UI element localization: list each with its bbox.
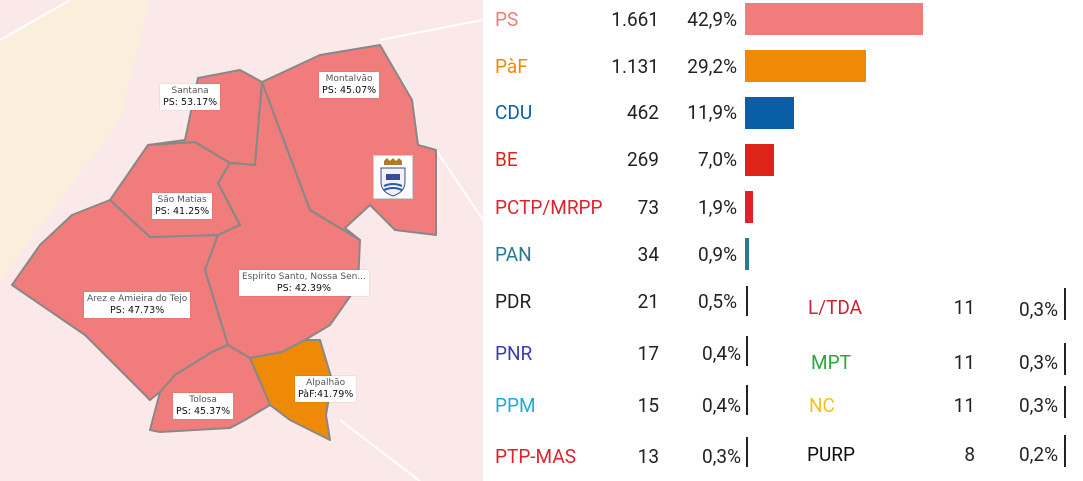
- parish-label-montalvao: Montalvão PS: 45.07%: [319, 72, 380, 98]
- party-pct-ltda: 0,3%: [1018, 298, 1058, 321]
- party-pct-ppm: 0,4%: [701, 394, 741, 417]
- party-pct-ps: 42,9%: [687, 8, 737, 31]
- party-votes-be: 269: [626, 148, 659, 171]
- result-tick-ppm: [746, 385, 748, 415]
- road-line: [339, 419, 421, 481]
- result-bar-pan: [745, 238, 749, 270]
- party-name-pnr: PNR: [495, 342, 533, 365]
- result-tick-pdr: [746, 286, 748, 316]
- party-pct-pan: 0,9%: [697, 243, 737, 266]
- party-votes-pctp: 73: [637, 196, 659, 219]
- result-tick-nc: [1064, 386, 1066, 418]
- party-name-ltda: L/TDA: [808, 296, 863, 319]
- party-votes-mpt: 11: [953, 351, 975, 374]
- party-name-ptp: PTP-MAS: [495, 445, 576, 468]
- neighbor-region: [0, 0, 150, 230]
- result-tick-ptp: [746, 437, 748, 467]
- party-votes-cdu: 462: [626, 101, 659, 124]
- results-panel: PS 1.661 42,9% PàF 1.131 29,2% CDU 462 1…: [483, 0, 1083, 481]
- party-pct-ptp: 0,3%: [701, 445, 741, 468]
- party-votes-purp: 8: [964, 443, 975, 466]
- party-pct-mpt: 0,3%: [1018, 351, 1058, 374]
- party-name-ppm: PPM: [495, 394, 536, 417]
- result-tick-purp: [1064, 435, 1066, 467]
- result-tick-mpt: [1064, 343, 1066, 375]
- parish-label-espirito-santo: Espírito Santo, Nossa Sen... PS: 42.39%: [239, 270, 369, 296]
- party-name-purp: PURP: [807, 443, 856, 466]
- neighbor-region: [0, 200, 60, 280]
- result-bar-cdu: [745, 97, 795, 129]
- party-name-pan: PAN: [495, 243, 532, 266]
- party-pct-paf: 29,2%: [687, 55, 737, 78]
- parish-label-sao-matias: São Matias PS: 41.25%: [152, 193, 213, 219]
- result-tick-ltda: [1064, 288, 1066, 320]
- party-name-cdu: CDU: [495, 101, 533, 124]
- party-votes-ptp: 13: [637, 445, 659, 468]
- result-bar-ps: [745, 3, 923, 35]
- result-tick-pnr: [746, 336, 748, 366]
- party-pct-pnr: 0,4%: [701, 342, 741, 365]
- party-votes-pnr: 17: [637, 342, 659, 365]
- road-line: [379, 19, 483, 41]
- party-votes-pdr: 21: [637, 290, 659, 313]
- election-map[interactable]: Santana PS: 53.17% Montalvão PS: 45.07% …: [0, 0, 483, 481]
- party-votes-pan: 34: [637, 243, 659, 266]
- party-votes-ppm: 15: [637, 394, 659, 417]
- party-votes-ps: 1.661: [611, 8, 659, 31]
- road-line: [0, 0, 71, 41]
- result-bar-be: [745, 144, 775, 176]
- party-votes-ltda: 11: [953, 296, 975, 319]
- party-votes-paf: 1.131: [611, 55, 659, 78]
- parish-label-alpalhao: Alpalhão PàF:41.79%: [295, 376, 357, 402]
- party-pct-pdr: 0,5%: [697, 290, 737, 313]
- party-pct-purp: 0,2%: [1018, 443, 1058, 466]
- party-pct-pctp: 1,9%: [697, 196, 737, 219]
- party-votes-nc: 11: [953, 394, 975, 417]
- parish-label-arez: Arez e Amieira do Tejo PS: 47.73%: [84, 292, 191, 318]
- parish-label-santana: Santana PS: 53.17%: [160, 84, 221, 110]
- party-name-nc: NC: [809, 394, 835, 417]
- map-canvas: [0, 0, 483, 481]
- party-name-pctp: PCTP/MRPP: [495, 196, 603, 219]
- parish-label-tolosa: Tolosa PS: 45.37%: [173, 393, 234, 419]
- party-pct-be: 7,0%: [697, 148, 737, 171]
- party-name-mpt: MPT: [811, 351, 851, 374]
- result-bar-pctp: [745, 191, 753, 223]
- party-pct-cdu: 11,9%: [687, 101, 737, 124]
- party-pct-nc: 0,3%: [1018, 394, 1058, 417]
- road-line: [435, 149, 483, 221]
- party-name-paf: PàF: [495, 55, 528, 78]
- party-name-ps: PS: [495, 8, 519, 31]
- result-bar-paf: [745, 50, 867, 82]
- municipality-coat-of-arms-icon: [373, 155, 413, 199]
- party-name-pdr: PDR: [495, 290, 532, 313]
- party-name-be: BE: [495, 148, 518, 171]
